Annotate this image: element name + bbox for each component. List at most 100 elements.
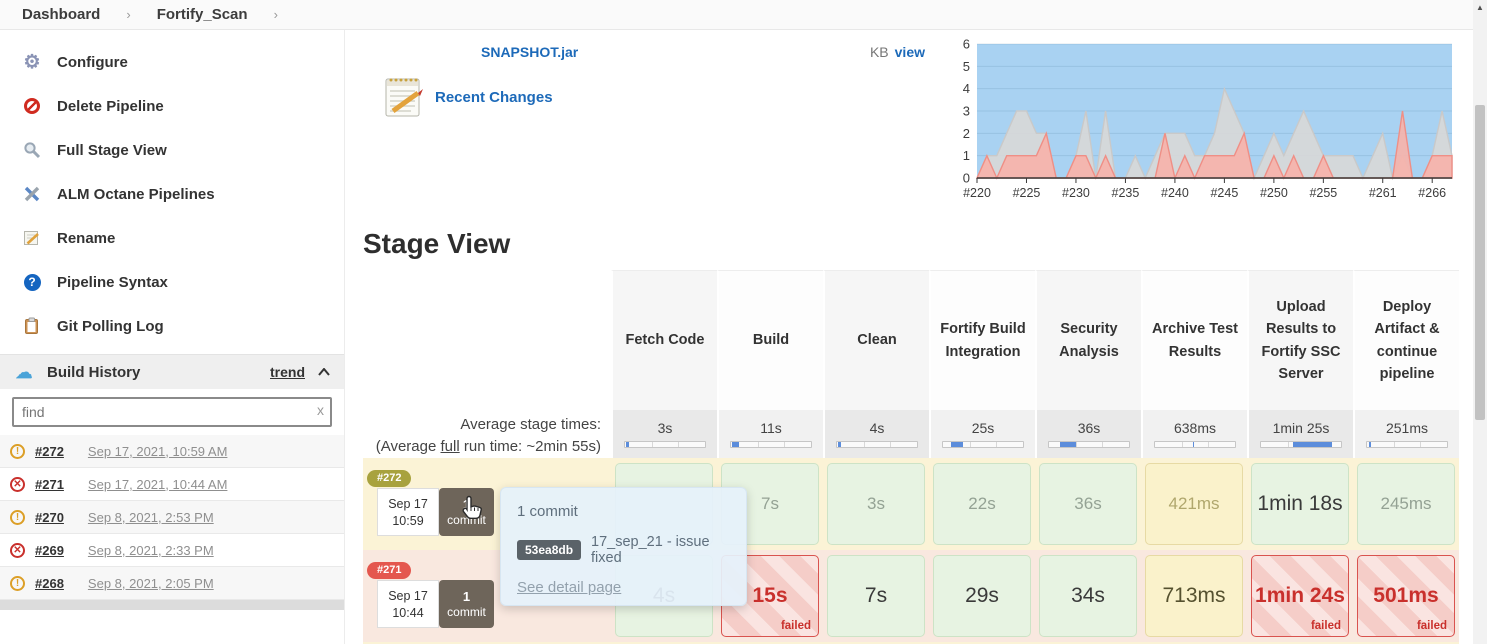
bar-tick	[1181, 442, 1183, 447]
chevron-right-icon: ›	[126, 7, 131, 22]
build-number-badge[interactable]: #272	[367, 470, 412, 487]
stage-cell-green[interactable]: 245ms	[1357, 463, 1455, 545]
svg-text:5: 5	[963, 59, 970, 74]
build-date-link[interactable]: Sep 17, 2021, 10:59 AM	[87, 443, 228, 459]
bar-tick	[889, 442, 891, 447]
stage-cell-green[interactable]: 34s	[1039, 555, 1137, 637]
commit-count-chip[interactable]: 1 commit	[439, 488, 494, 536]
commit-count-chip[interactable]: 1 commit	[439, 580, 494, 628]
sidebar-item-alm-octane-pipelines[interactable]: ALM Octane Pipelines	[0, 172, 344, 216]
build-number-link[interactable]: #269	[35, 542, 64, 558]
scroll-up-arrow[interactable]: ▲	[1476, 3, 1484, 12]
average-stage-time: 3s	[611, 410, 717, 458]
build-number-link[interactable]: #268	[35, 575, 64, 591]
build-history-list: ! #272 Sep 17, 2021, 10:59 AM ✕ #271 Sep 17, …	[0, 435, 344, 600]
question-icon: ?	[22, 272, 42, 292]
stage-cell-green[interactable]: 29s	[933, 555, 1031, 637]
chevron-up-icon[interactable]	[318, 368, 330, 376]
build-date-link[interactable]: Sep 8, 2021, 2:05 PM	[87, 575, 214, 591]
artifact-view-link[interactable]: view	[894, 44, 925, 60]
build-number-link[interactable]: #272	[35, 443, 64, 459]
stage-cell-green[interactable]: 22s	[933, 463, 1031, 545]
build-date-link[interactable]: Sep 17, 2021, 10:44 AM	[87, 476, 228, 492]
sidebar-item-git-polling-log[interactable]: Git Polling Log	[0, 304, 344, 348]
bar-tick	[969, 442, 971, 447]
breadcrumb-dashboard[interactable]: Dashboard	[22, 6, 101, 23]
sidebar-item-pipeline-syntax[interactable]: ? Pipeline Syntax	[0, 260, 344, 304]
stage-column-header: Build	[717, 270, 823, 410]
unstable-status-icon: !	[10, 575, 25, 591]
build-date-chip[interactable]: Sep 17 10:59	[377, 488, 439, 536]
build-date: Sep 17	[388, 588, 428, 603]
stage-time-bar	[836, 441, 918, 448]
artifact-size-unit: KB	[869, 44, 889, 60]
scrollbar-thumb[interactable]	[1475, 105, 1485, 420]
bar-tick	[757, 442, 759, 447]
stage-time-bar-fill	[838, 442, 841, 447]
stage-cell-failed[interactable]: 501ms failed	[1357, 555, 1455, 637]
svg-text:#266: #266	[1418, 186, 1446, 200]
sidebar-item-configure[interactable]: ⚙ Configure	[0, 40, 344, 84]
build-number-link[interactable]: #270	[35, 509, 64, 525]
full-run-link[interactable]: full	[440, 437, 460, 455]
stage-cell-yellow[interactable]: 713ms	[1145, 555, 1243, 637]
stage-time-bar-fill	[732, 442, 739, 447]
clear-icon[interactable]: x	[317, 402, 324, 418]
average-time-value: 4s	[869, 420, 885, 436]
failed-status-icon: ✕	[10, 476, 25, 492]
stage-cell-green[interactable]: 7s	[827, 555, 925, 637]
breadcrumb-pipeline[interactable]: Fortify_Scan	[156, 6, 248, 23]
average-stage-time: 4s	[823, 410, 929, 458]
stage-view-table: Fetch Code Build Clean Fortify Build Integr…	[363, 270, 1487, 642]
recent-changes-link[interactable]: Recent Changes	[435, 89, 553, 106]
build-number-badge[interactable]: #271	[367, 562, 412, 579]
artifact-file-link[interactable]: SNAPSHOT.jar	[481, 44, 579, 60]
sidebar-item-label: Pipeline Syntax	[57, 273, 168, 291]
build-date-link[interactable]: Sep 8, 2021, 2:33 PM	[87, 542, 214, 558]
average-stage-time: 36s	[1035, 410, 1141, 458]
sidebar-item-rename[interactable]: Rename	[0, 216, 344, 260]
sidebar-item-full-stage-view[interactable]: Full Stage View	[0, 128, 344, 172]
rename-icon	[22, 228, 42, 248]
svg-text:#230: #230	[1062, 186, 1090, 200]
failed-label: failed	[780, 620, 811, 632]
build-history-row: ! #270 Sep 8, 2021, 2:53 PM	[0, 501, 344, 534]
stage-cell-value: 15s	[752, 584, 788, 607]
build-history-row: ✕ #269 Sep 8, 2021, 2:33 PM	[0, 534, 344, 567]
stage-cell-green[interactable]: 3s	[827, 463, 925, 545]
stage-cell-green[interactable]: 36s	[1039, 463, 1137, 545]
stage-column-header: Fortify Build Integration	[929, 270, 1035, 410]
commit-word: commit	[447, 605, 486, 619]
stage-cell-value: 1min 24s	[1255, 584, 1345, 607]
bar-tick	[1393, 442, 1395, 447]
trend-link[interactable]: trend	[270, 364, 305, 380]
average-stage-times-label: Average stage times:	[460, 416, 601, 433]
stage-column-header: Fetch Code	[611, 270, 717, 410]
tools-icon	[22, 184, 42, 204]
svg-text:#250: #250	[1260, 186, 1288, 200]
stage-cell-yellow[interactable]: 421ms	[1145, 463, 1243, 545]
stage-cell-failed[interactable]: 1min 24s failed	[1251, 555, 1349, 637]
stage-cell-green[interactable]: 1min 18s	[1251, 463, 1349, 545]
svg-text:1: 1	[963, 148, 970, 163]
stage-time-bar-fill	[951, 442, 964, 447]
sidebar-item-delete-pipeline[interactable]: Delete Pipeline	[0, 84, 344, 128]
bar-tick	[783, 442, 785, 447]
gear-icon: ⚙	[23, 51, 41, 73]
build-history-overflow-strip	[0, 600, 344, 610]
stage-time-bar-fill	[1059, 442, 1077, 447]
find-input[interactable]	[12, 397, 332, 427]
commit-count: 1	[462, 497, 471, 512]
build-date-link[interactable]: Sep 8, 2021, 2:53 PM	[87, 509, 214, 525]
stage-time-bar-fill	[1192, 442, 1195, 447]
see-detail-page-link[interactable]: See detail page	[517, 579, 622, 596]
build-date-chip[interactable]: Sep 17 10:44	[377, 580, 439, 628]
stage-column-header: Clean	[823, 270, 929, 410]
stage-time-bar	[730, 441, 812, 448]
build-number-link[interactable]: #271	[35, 476, 64, 492]
average-time-value: 36s	[1077, 420, 1101, 436]
vertical-scrollbar[interactable]: ▲	[1473, 0, 1487, 644]
sidebar: ⚙ Configure Delete Pipeline Full Stage View…	[0, 30, 345, 644]
average-stage-time: 638ms	[1141, 410, 1247, 458]
build-history-row: ✕ #271 Sep 17, 2021, 10:44 AM	[0, 468, 344, 501]
